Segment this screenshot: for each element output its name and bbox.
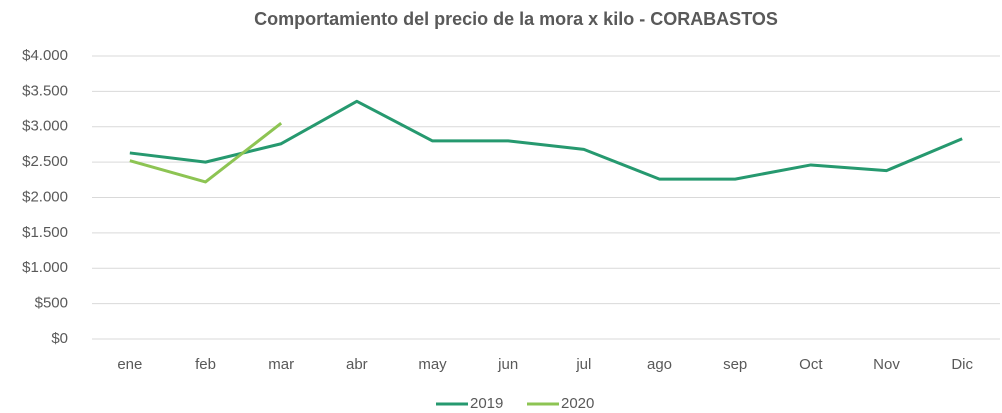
x-tick-label: Nov — [873, 356, 900, 373]
chart-title: Comportamiento del precio de la mora x k… — [254, 9, 778, 29]
y-tick-label: $0 — [51, 330, 68, 347]
legend-label: 2020 — [561, 395, 594, 412]
x-tick-label: may — [418, 356, 447, 373]
x-tick-label: jul — [575, 356, 591, 373]
x-tick-label: ene — [117, 356, 142, 373]
y-tick-label: $3.000 — [22, 118, 68, 135]
line-series — [129, 122, 283, 184]
y-tick-label: $1.000 — [22, 259, 68, 276]
x-tick-label: jun — [497, 356, 518, 373]
x-tick-label: mar — [268, 356, 294, 373]
x-tick-label: sep — [723, 356, 747, 373]
x-tick-label: ago — [647, 356, 672, 373]
y-tick-label: $500 — [35, 295, 68, 312]
x-tick-label: feb — [195, 356, 216, 373]
y-tick-label: $2.000 — [22, 188, 68, 205]
y-tick-label: $4.000 — [22, 47, 68, 64]
x-tick-label: Oct — [799, 356, 823, 373]
legend-label: 2019 — [470, 395, 503, 412]
y-tick-label: $1.500 — [22, 224, 68, 241]
y-tick-label: $3.500 — [22, 82, 68, 99]
x-tick-label: abr — [346, 356, 368, 373]
y-tick-label: $2.500 — [22, 153, 68, 170]
x-tick-label: Dic — [951, 356, 973, 373]
line-series — [129, 99, 963, 181]
